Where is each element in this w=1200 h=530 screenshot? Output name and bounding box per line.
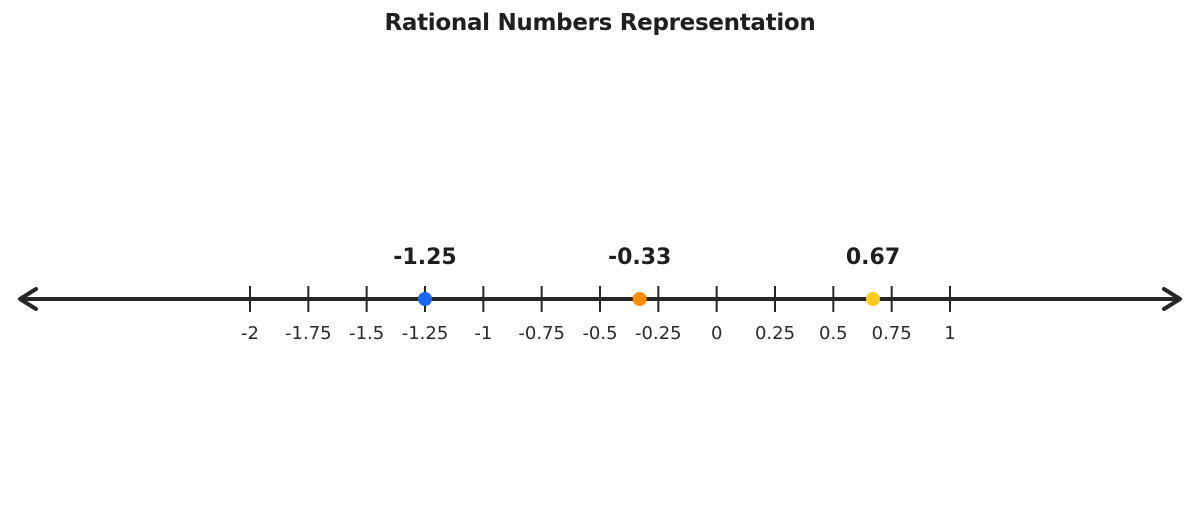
right-arrow-icon — [1162, 287, 1182, 311]
number-line-ticks: -2 -1.75 -1.5 -1.25 -1 -0.75 -0.5 -0.25 0 0.25 0.5… — [241, 286, 956, 344]
tick-label: -1 — [474, 323, 492, 344]
point-label: -0.33 — [608, 245, 671, 270]
tick-label: -0.75 — [518, 323, 565, 344]
left-arrow-icon — [18, 287, 38, 311]
tick-label: 0 — [711, 323, 722, 344]
tick-label: -1.25 — [402, 323, 449, 344]
tick-label: -2 — [241, 323, 259, 344]
point-marker — [866, 292, 880, 306]
tick-label: -1.75 — [285, 323, 332, 344]
tick-label: 0.5 — [819, 323, 848, 344]
point-label: 0.67 — [846, 245, 900, 270]
chart-title: Rational Numbers Representation — [384, 10, 816, 36]
number-line-points: -1.25 -0.33 0.67 — [393, 245, 900, 306]
tick-label: -0.25 — [635, 323, 682, 344]
point-marker — [418, 292, 432, 306]
tick-label: 0.75 — [872, 323, 912, 344]
tick-label: 0.25 — [755, 323, 795, 344]
tick-label: 1 — [944, 323, 955, 344]
tick-label: -0.5 — [582, 323, 617, 344]
tick-label: -1.5 — [349, 323, 384, 344]
point-marker — [632, 292, 647, 306]
point-label: -1.25 — [393, 245, 456, 270]
